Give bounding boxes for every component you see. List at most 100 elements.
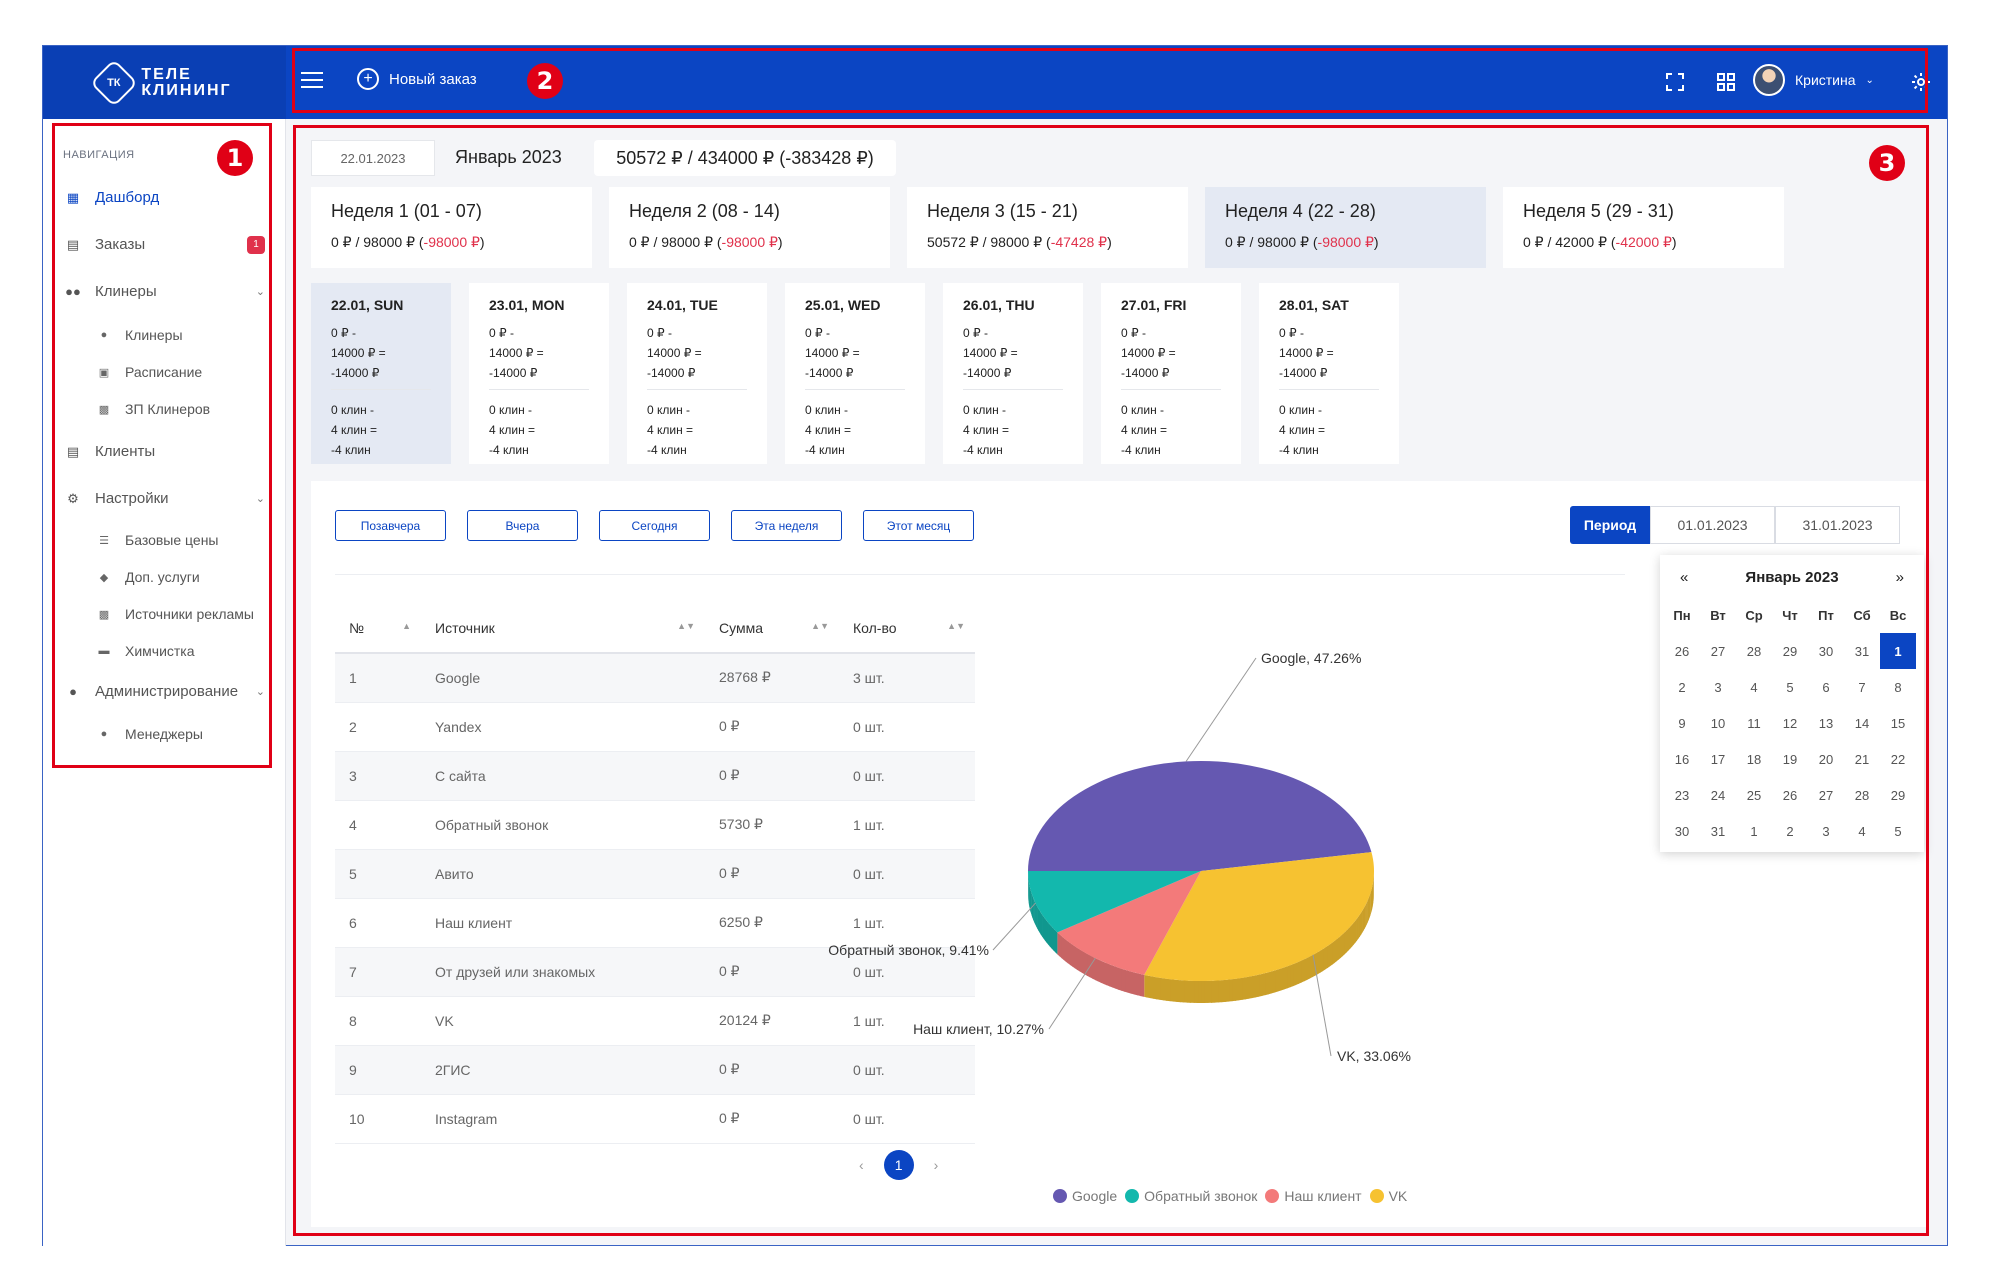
week-card[interactable]: Неделя 1 (01 - 07) 0 ₽ / 98000 ₽ (-98000… [311, 187, 592, 268]
user-menu[interactable]: Кристина ⌄ [1753, 64, 1874, 96]
calendar-day[interactable]: 30 [1818, 643, 1834, 659]
table-row[interactable]: 7 От друзей или знакомых 0 ₽0 шт. [335, 947, 975, 997]
calendar-day[interactable]: 4 [1750, 679, 1758, 695]
pie-slice-2[interactable] [1144, 852, 1374, 981]
calendar-day[interactable]: 31 [1710, 823, 1726, 839]
day-card[interactable]: 27.01, FRI 0 ₽ - 14000 ₽ = -14000 ₽ 0 кл… [1101, 283, 1241, 464]
week-card[interactable]: Неделя 4 (22 - 28) 0 ₽ / 98000 ₽ (-98000… [1205, 187, 1486, 268]
column-header-number[interactable]: № ▲ [335, 603, 421, 654]
pie-slice-3[interactable] [1057, 871, 1201, 975]
calendar-day[interactable]: 1 [1750, 823, 1758, 839]
legend-item[interactable]: Обратный звонок [1125, 1188, 1257, 1204]
sidebar-item-orders[interactable]: ▤ Заказы 1 [65, 235, 265, 254]
current-page[interactable]: 1 [883, 1150, 914, 1180]
next-page-button[interactable]: › [933, 1157, 939, 1173]
sidebar-item-cleaners[interactable]: ●● Клинеры ⌄ [65, 283, 265, 300]
day-card[interactable]: 26.01, THU 0 ₽ - 14000 ₽ = -14000 ₽ 0 кл… [943, 283, 1083, 464]
legend-item[interactable]: VK [1369, 1188, 1407, 1204]
pie-slice-1[interactable] [1028, 761, 1372, 871]
table-row[interactable]: 5 Авито 0 ₽0 шт. [335, 849, 975, 899]
sidebar-sub-extra-services[interactable]: ◆ Доп. услуги [97, 569, 200, 585]
calendar-day[interactable]: 29 [1890, 787, 1906, 803]
pie-slice-4[interactable] [1028, 871, 1201, 933]
calendar-day[interactable]: 29 [1782, 643, 1798, 659]
table-row[interactable]: 6 Наш клиент 6250 ₽1 шт. [335, 898, 975, 948]
week-card[interactable]: Неделя 2 (08 - 14) 0 ₽ / 98000 ₽ (-98000… [609, 187, 890, 268]
sidebar-item-admin[interactable]: ● Администрирование ⌄ [65, 683, 265, 700]
sidebar-sub-salary[interactable]: ▩ ЗП Клинеров [97, 401, 210, 417]
calendar-day[interactable]: 11 [1747, 715, 1761, 731]
calendar-day[interactable]: 14 [1854, 715, 1870, 731]
table-row[interactable]: 10 Instagram 0 ₽0 шт. [335, 1094, 975, 1144]
calendar-day[interactable]: 26 [1782, 787, 1798, 803]
prev-page-button[interactable]: ‹ [859, 1157, 864, 1173]
table-row[interactable]: 2 Yandex 0 ₽0 шт. [335, 702, 975, 752]
calendar-day[interactable]: 6 [1822, 679, 1830, 695]
calendar-day[interactable]: 5 [1894, 823, 1902, 839]
sidebar-item-clients[interactable]: ▤ Клиенты [65, 443, 265, 460]
day-card[interactable]: 25.01, WED 0 ₽ - 14000 ₽ = -14000 ₽ 0 кл… [785, 283, 925, 464]
day-card[interactable]: 23.01, MON 0 ₽ - 14000 ₽ = -14000 ₽ 0 кл… [469, 283, 609, 464]
calendar-day[interactable]: 2 [1786, 823, 1794, 839]
calendar-day[interactable]: 21 [1854, 751, 1870, 767]
column-header-sum[interactable]: Сумма ▲▼ [705, 603, 839, 654]
date-to-input[interactable]: 31.01.2023 [1775, 506, 1900, 544]
logo[interactable]: ТК ТЕЛЕ КЛИНИНГ [43, 46, 286, 119]
day-card[interactable]: 24.01, TUE 0 ₽ - 14000 ₽ = -14000 ₽ 0 кл… [627, 283, 767, 464]
calendar-day[interactable]: 17 [1710, 751, 1726, 767]
period-button[interactable]: Период [1570, 506, 1650, 544]
table-row[interactable]: 9 2ГИС 0 ₽0 шт. [335, 1045, 975, 1095]
filter-this-week-button[interactable]: Эта неделя [731, 510, 842, 541]
calendar-day[interactable]: 15 [1890, 715, 1906, 731]
calendar-day[interactable]: 10 [1710, 715, 1726, 731]
column-header-count[interactable]: Кол-во ▲▼ [839, 603, 975, 654]
calendar-day[interactable]: 28 [1746, 643, 1762, 659]
fullscreen-icon[interactable] [1663, 70, 1687, 94]
menu-icon[interactable] [301, 72, 323, 90]
sidebar-sub-managers[interactable]: ● Менеджеры [97, 726, 203, 742]
calendar-day[interactable]: 13 [1818, 715, 1834, 731]
day-card[interactable]: 28.01, SAT 0 ₽ - 14000 ₽ = -14000 ₽ 0 кл… [1259, 283, 1399, 464]
calendar-day[interactable]: 2 [1678, 679, 1686, 695]
sidebar-sub-dry-cleaning[interactable]: ▬ Химчистка [97, 643, 195, 659]
week-card[interactable]: Неделя 3 (15 - 21) 50572 ₽ / 98000 ₽ (-4… [907, 187, 1188, 268]
calendar-day[interactable]: 5 [1786, 679, 1794, 695]
calendar-day[interactable]: 4 [1858, 823, 1866, 839]
calendar-day[interactable]: 16 [1674, 751, 1690, 767]
legend-item[interactable]: Наш клиент [1265, 1188, 1362, 1204]
calendar-day[interactable]: 18 [1746, 751, 1762, 767]
calendar-day[interactable]: 27 [1710, 643, 1726, 659]
table-row[interactable]: 4 Обратный звонок 5730 ₽1 шт. [335, 800, 975, 850]
sidebar-sub-schedule[interactable]: ▣ Расписание [97, 364, 202, 380]
calendar-day[interactable]: 7 [1858, 679, 1866, 695]
table-row[interactable]: 1 Google 28768 ₽3 шт. [335, 653, 975, 703]
calendar-day[interactable]: 20 [1818, 751, 1834, 767]
calendar-day[interactable]: 19 [1782, 751, 1798, 767]
date-from-input[interactable]: 01.01.2023 [1650, 506, 1775, 544]
calendar-day[interactable]: 26 [1674, 643, 1690, 659]
calendar-day[interactable]: 22 [1890, 751, 1906, 767]
column-header-source[interactable]: Источник ▲▼ [421, 603, 705, 654]
new-order-button[interactable]: + Новый заказ [357, 68, 477, 90]
calendar-day[interactable]: 1 [1880, 633, 1916, 669]
calendar-day[interactable]: 24 [1710, 787, 1726, 803]
calendar-day[interactable]: 27 [1818, 787, 1834, 803]
sidebar-item-settings[interactable]: ⚙ Настройки ⌄ [65, 490, 265, 507]
calendar-day[interactable]: 3 [1822, 823, 1830, 839]
sidebar-item-dashboard[interactable]: ▦ Дашборд [65, 189, 265, 206]
gear-icon[interactable] [1909, 70, 1933, 94]
week-card[interactable]: Неделя 5 (29 - 31) 0 ₽ / 42000 ₽ (-42000… [1503, 187, 1784, 268]
legend-item[interactable]: Google [1053, 1188, 1117, 1204]
calendar-day[interactable]: 31 [1854, 643, 1870, 659]
apps-grid-icon[interactable] [1714, 70, 1738, 94]
filter-day-before-yesterday-button[interactable]: Позавчера [335, 510, 446, 541]
calendar-next-button[interactable]: » [1895, 569, 1904, 586]
sidebar-sub-cleaners[interactable]: ● Клинеры [97, 327, 183, 343]
calendar-day[interactable]: 9 [1678, 715, 1686, 731]
calendar-day[interactable]: 3 [1714, 679, 1722, 695]
calendar-day[interactable]: 12 [1782, 715, 1798, 731]
date-tab[interactable]: 22.01.2023 [311, 140, 435, 176]
filter-this-month-button[interactable]: Этот месяц [863, 510, 974, 541]
sidebar-sub-ad-sources[interactable]: ▩ Источники рекламы [97, 606, 254, 622]
